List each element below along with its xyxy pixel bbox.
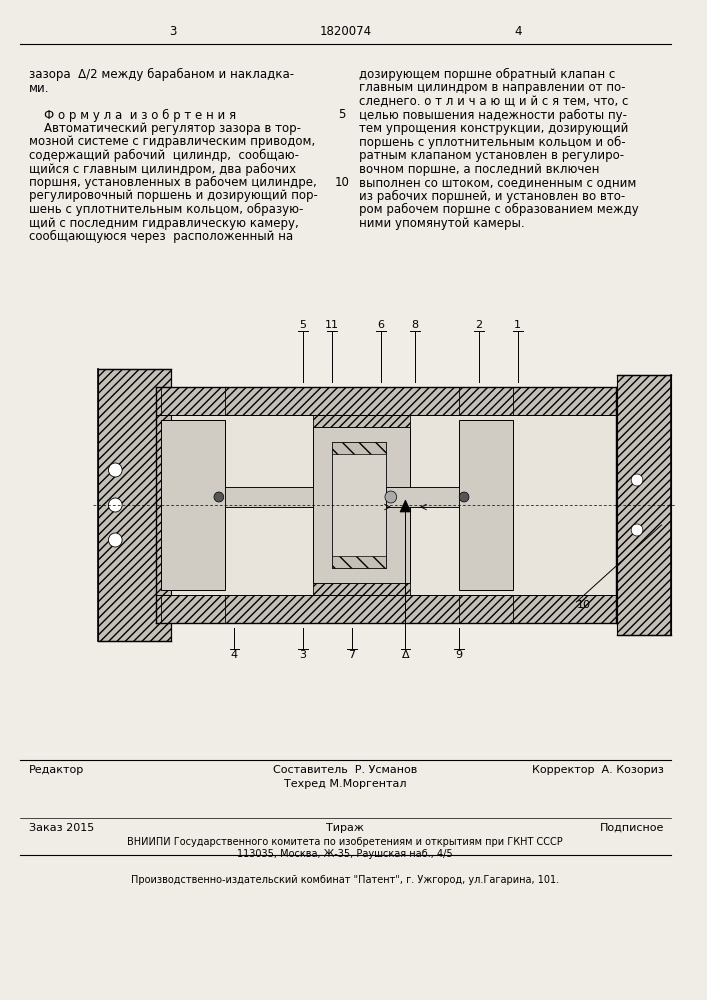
Text: щийся с главным цилиндром, два рабочих: щийся с главным цилиндром, два рабочих	[29, 162, 296, 176]
Text: 5: 5	[299, 320, 306, 330]
Text: поршень с уплотнительным кольцом и об-: поршень с уплотнительным кольцом и об-	[358, 135, 625, 149]
Circle shape	[631, 524, 643, 536]
Text: 10: 10	[576, 600, 590, 610]
Bar	[225, 487, 312, 507]
Text: Составитель  Р. Усманов: Составитель Р. Усманов	[273, 765, 417, 775]
Text: содержащий рабочий  цилиндр,  сообщаю-: содержащий рабочий цилиндр, сообщаю-	[29, 149, 299, 162]
Bar	[161, 420, 225, 590]
Bar	[156, 595, 616, 623]
Circle shape	[108, 498, 122, 512]
Circle shape	[108, 463, 122, 477]
Text: 10: 10	[334, 176, 349, 189]
Circle shape	[460, 492, 469, 502]
Bar	[98, 369, 171, 641]
Text: 113035, Москва, Ж-35, Раушская наб., 4/5: 113035, Москва, Ж-35, Раушская наб., 4/5	[237, 849, 452, 859]
Circle shape	[108, 533, 122, 547]
Bar	[460, 387, 513, 415]
Text: дозирующем поршне обратный клапан с: дозирующем поршне обратный клапан с	[358, 68, 615, 81]
Text: выполнен со штоком, соединенным с одним: выполнен со штоком, соединенным с одним	[358, 176, 636, 189]
Text: Тираж: Тираж	[326, 823, 364, 833]
Text: 9: 9	[455, 650, 463, 660]
Text: 4: 4	[514, 25, 522, 38]
Bar	[332, 442, 386, 568]
Bar	[161, 387, 225, 415]
Bar	[312, 427, 410, 583]
Text: тем упрощения конструкции, дозирующий: тем упрощения конструкции, дозирующий	[358, 122, 628, 135]
Bar	[166, 423, 195, 587]
Circle shape	[631, 474, 643, 486]
Text: регулировочный поршень и дозирующий пор-: регулировочный поршень и дозирующий пор-	[29, 190, 318, 202]
Text: 5: 5	[338, 108, 346, 121]
Bar	[332, 556, 386, 568]
Bar	[460, 420, 513, 590]
Text: Производственно-издательский комбинат "Патент", г. Ужгород, ул.Гагарина, 101.: Производственно-издательский комбинат "П…	[131, 875, 559, 885]
Bar	[312, 583, 410, 595]
Text: Заказ 2015: Заказ 2015	[29, 823, 95, 833]
Text: 3: 3	[169, 25, 176, 38]
Text: 2: 2	[475, 320, 482, 330]
Bar	[460, 595, 513, 623]
Bar	[312, 415, 410, 427]
Text: вочном поршне, а последний включен: вочном поршне, а последний включен	[358, 162, 599, 176]
Text: из рабочих поршней, и установлен во вто-: из рабочих поршней, и установлен во вто-	[358, 190, 625, 203]
Text: 3: 3	[299, 650, 306, 660]
Bar	[332, 442, 386, 454]
Text: Автоматический регулятор зазора в тор-: Автоматический регулятор зазора в тор-	[29, 122, 301, 135]
Text: 11: 11	[325, 320, 339, 330]
Text: 1820074: 1820074	[320, 25, 371, 38]
Text: зазора  Δ/2 между барабаном и накладка-: зазора Δ/2 между барабаном и накладка-	[29, 68, 294, 81]
Text: Подписное: Подписное	[600, 823, 665, 833]
Bar	[617, 375, 671, 635]
Text: щий с последним гидравлическую камеру,: щий с последним гидравлическую камеру,	[29, 217, 299, 230]
Text: 4: 4	[231, 650, 238, 660]
Text: ми.: ми.	[29, 82, 49, 95]
Text: сообщающуюся через  расположенный на: сообщающуюся через расположенный на	[29, 230, 293, 243]
Text: целью повышения надежности работы пу-: целью повышения надежности работы пу-	[358, 108, 626, 122]
Text: 6: 6	[378, 320, 385, 330]
Circle shape	[214, 492, 223, 502]
Text: 7: 7	[348, 650, 356, 660]
Text: главным цилиндром в направлении от по-: главным цилиндром в направлении от по-	[358, 82, 625, 95]
Text: ратным клапаном установлен в регулиро-: ратным клапаном установлен в регулиро-	[358, 149, 624, 162]
Text: поршня, установленных в рабочем цилиндре,: поршня, установленных в рабочем цилиндре…	[29, 176, 317, 189]
Bar	[161, 595, 225, 623]
Text: Корректор  А. Козориз: Корректор А. Козориз	[532, 765, 665, 775]
Text: шень с уплотнительным кольцом, образую-: шень с уплотнительным кольцом, образую-	[29, 203, 304, 216]
Text: 8: 8	[411, 320, 419, 330]
Text: ними упомянутой камеры.: ними упомянутой камеры.	[358, 217, 524, 230]
Text: следнего. о т л и ч а ю щ и й с я тем, что, с: следнего. о т л и ч а ю щ и й с я тем, ч…	[358, 95, 628, 108]
Text: ВНИИПИ Государственного комитета по изобретениям и открытиям при ГКНТ СССР: ВНИИПИ Государственного комитета по изоб…	[127, 837, 563, 847]
Circle shape	[385, 491, 397, 503]
Text: 1: 1	[514, 320, 521, 330]
Text: ром рабочем поршне с образованием между: ром рабочем поршне с образованием между	[358, 203, 638, 216]
Bar	[156, 387, 616, 415]
Bar	[386, 487, 460, 507]
Text: Техред М.Моргентал: Техред М.Моргентал	[284, 779, 406, 789]
Text: Редактор: Редактор	[29, 765, 85, 775]
Bar	[156, 415, 616, 595]
Polygon shape	[400, 500, 411, 512]
Text: Ф о р м у л а  и з о б р т е н и я: Ф о р м у л а и з о б р т е н и я	[29, 108, 236, 122]
Text: Δ: Δ	[402, 650, 409, 660]
Text: мозной системе с гидравлическим приводом,: мозной системе с гидравлическим приводом…	[29, 135, 315, 148]
